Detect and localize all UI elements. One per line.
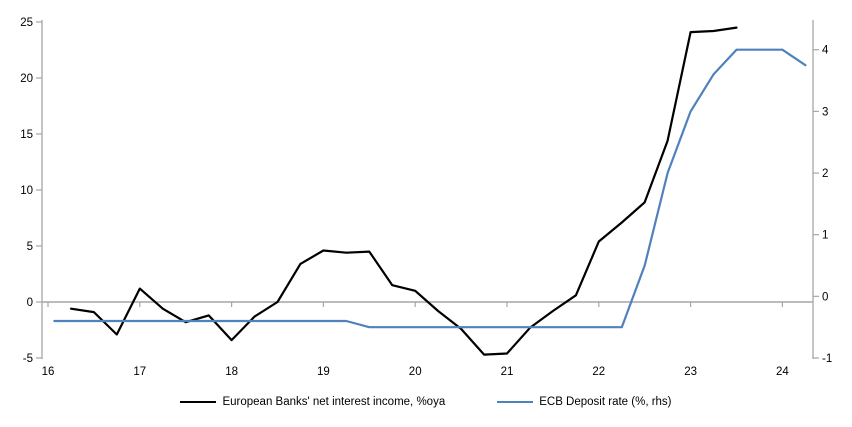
left-axis-tick-label: 20: [20, 73, 33, 85]
left-axis-tick-label: 5: [27, 241, 33, 253]
legend-label-ecb-deposit-rate: ECB Deposit rate (%, rhs): [539, 396, 672, 408]
legend-item-net-interest-income: European Banks' net interest income, %oy…: [180, 396, 445, 408]
x-axis-tick-label: 19: [317, 366, 330, 378]
x-axis-tick-label: 20: [409, 366, 422, 378]
x-axis-tick-label: 21: [501, 366, 514, 378]
legend-line-swatch-black: [180, 401, 217, 403]
series-line-net-interest-income: [69, 26, 738, 356]
left-axis-tick-label: 25: [20, 17, 33, 29]
legend-label-net-interest-income: European Banks' net interest income, %oy…: [222, 396, 446, 408]
series-line-ecb-deposit-rate: [53, 48, 807, 329]
chart-legend: European Banks' net interest income, %oy…: [0, 396, 852, 408]
left-axis-tick-label: 15: [20, 129, 33, 141]
legend-line-swatch-blue: [497, 401, 534, 403]
x-axis-tick-label: 17: [133, 366, 146, 378]
right-axis-tick-label: 4: [822, 45, 829, 57]
x-axis-tick-label: 23: [684, 366, 697, 378]
right-axis-tick-label: 2: [822, 168, 828, 180]
right-axis-tick-label: 3: [822, 106, 828, 118]
legend-item-ecb-deposit-rate: ECB Deposit rate (%, rhs): [497, 396, 672, 408]
x-axis-tick-label: 24: [776, 366, 789, 378]
left-axis-tick-label: 10: [20, 185, 33, 197]
x-axis-tick-label: 22: [592, 366, 605, 378]
right-axis-tick-label: -1: [822, 353, 832, 365]
x-axis-tick-label: 16: [42, 366, 55, 378]
right-axis-tick-label: 1: [822, 230, 828, 242]
left-axis-tick-label: -5: [23, 353, 33, 365]
right-axis-tick-label: 0: [822, 291, 828, 303]
left-axis-tick-label: 0: [27, 297, 33, 309]
x-axis-tick-label: 18: [225, 366, 238, 378]
